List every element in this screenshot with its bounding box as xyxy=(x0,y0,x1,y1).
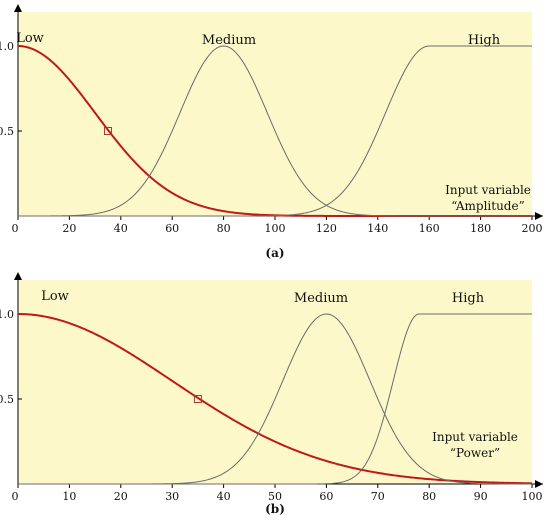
x-tick-label: 180 xyxy=(470,222,491,235)
set-label-medium: Medium xyxy=(202,33,256,48)
set-label-high: High xyxy=(468,33,501,48)
set-label-low: Low xyxy=(16,31,44,46)
x-tick-label: 120 xyxy=(316,222,337,235)
x-tick-label: 80 xyxy=(422,490,436,503)
set-label-low: Low xyxy=(41,289,69,304)
x-tick-label: 60 xyxy=(165,222,179,235)
marker-square xyxy=(193,395,202,403)
x-tick-label: 50 xyxy=(268,490,282,503)
input-variable-label: Input variable xyxy=(432,430,518,444)
x-tick-label: 0 xyxy=(12,490,19,503)
set-label-high: High xyxy=(452,291,485,306)
marker-square xyxy=(103,127,112,135)
x-tick-label: 30 xyxy=(165,490,179,503)
x-tick-label: 20 xyxy=(114,490,128,503)
x-tick-label: 20 xyxy=(62,222,76,235)
x-tick-label: 0 xyxy=(12,222,19,235)
panel-label: (b) xyxy=(265,502,285,516)
y-axis-arrow xyxy=(14,4,22,12)
x-tick-label: 60 xyxy=(319,490,333,503)
membership-curve-medium xyxy=(18,45,532,217)
y-tick-label: 0.5 xyxy=(0,393,14,406)
x-tick-label: 90 xyxy=(474,490,488,503)
y-tick-label: 1.0 xyxy=(0,40,14,53)
x-tick-label: 70 xyxy=(371,490,385,503)
x-tick-label: 160 xyxy=(419,222,440,235)
membership-curve-high xyxy=(18,45,532,217)
x-tick-label: 40 xyxy=(217,490,231,503)
y-tick-label: 1.0 xyxy=(0,308,14,321)
x-axis-arrow xyxy=(535,212,543,220)
x-tick-label: 80 xyxy=(217,222,231,235)
input-variable-label: Input variable xyxy=(445,183,531,197)
x-tick-label: 100 xyxy=(265,222,286,235)
chart-panel-b: 0 10 20 30 40 50 60 70 80 90 100 0.5 1.0 Low Medium Hig… xyxy=(0,272,543,516)
x-tick-label: 200 xyxy=(522,222,543,235)
set-label-medium: Medium xyxy=(294,291,348,306)
membership-curve-high xyxy=(18,313,532,485)
input-variable-name: “Amplitude” xyxy=(451,199,524,213)
x-tick-label: 40 xyxy=(114,222,128,235)
panel-label: (a) xyxy=(265,246,284,260)
input-variable-name: “Power” xyxy=(450,446,500,460)
x-tick-label: 10 xyxy=(62,490,76,503)
x-tick-label: 100 xyxy=(522,490,543,503)
x-tick-label: 140 xyxy=(367,222,388,235)
x-axis-arrow xyxy=(535,480,543,488)
y-tick-label: 0.5 xyxy=(0,125,14,138)
y-axis-arrow xyxy=(14,272,22,280)
